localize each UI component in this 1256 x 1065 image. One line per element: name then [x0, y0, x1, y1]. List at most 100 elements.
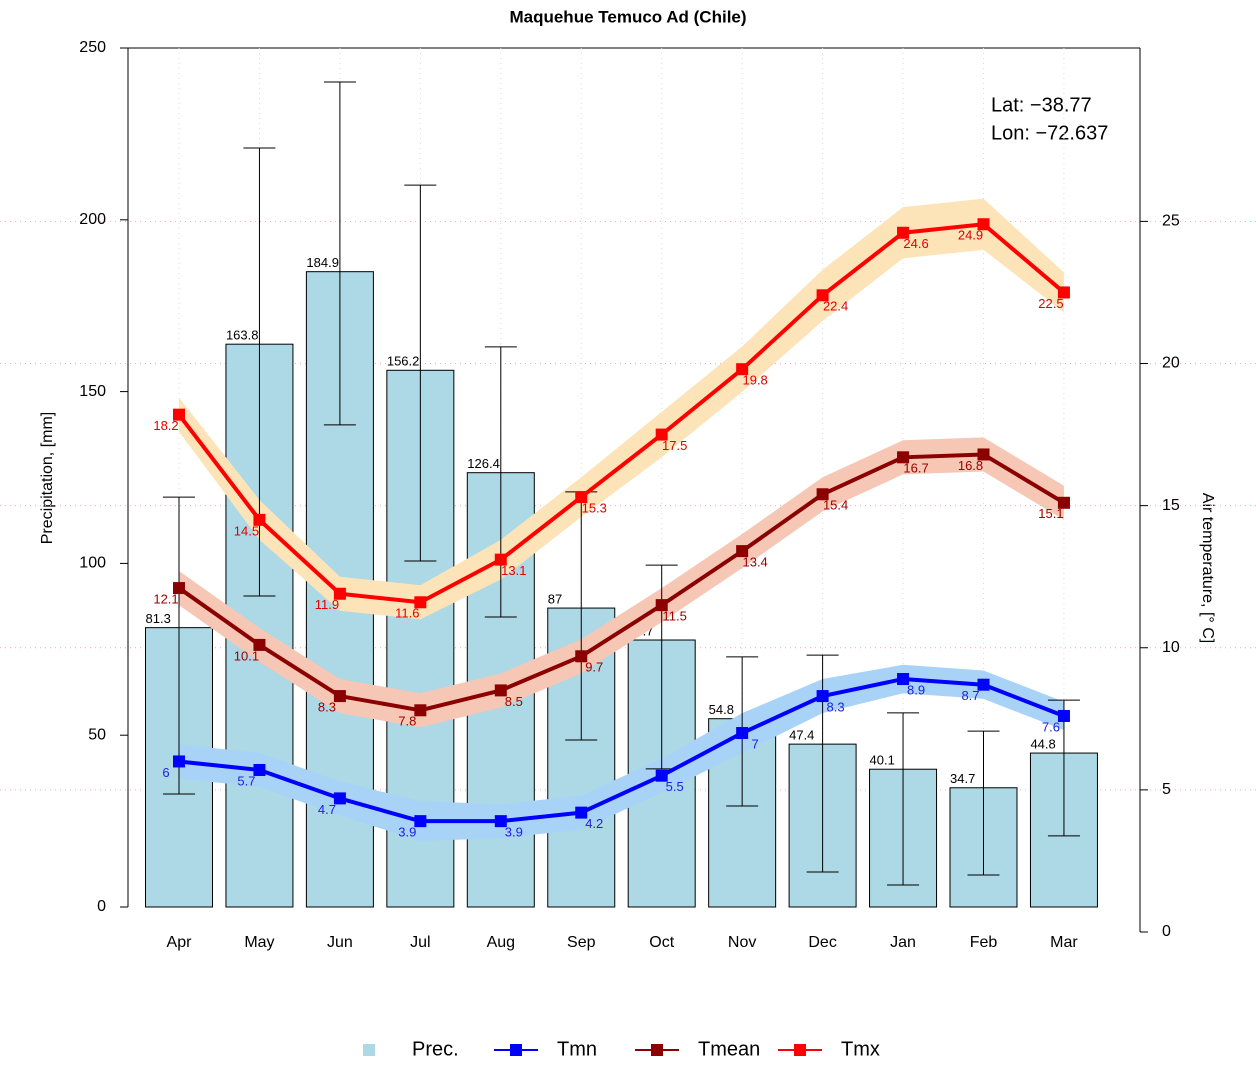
legend-marker	[651, 1044, 663, 1056]
data-label: 8.9	[907, 682, 925, 697]
marker	[655, 769, 668, 782]
x-tick-label: Aug	[487, 934, 515, 951]
marker	[494, 553, 507, 566]
bar-value-label: 47.4	[789, 728, 814, 743]
data-label: 8.5	[505, 694, 523, 709]
marker	[494, 684, 507, 697]
x-tick-label: Apr	[167, 934, 193, 951]
data-label: 22.4	[823, 299, 848, 314]
bar-value-label: 40.1	[870, 753, 895, 768]
data-label: 5.5	[666, 779, 684, 794]
marker	[333, 690, 346, 703]
x-tick-label: Sep	[567, 934, 596, 951]
y-tick-label: 150	[79, 383, 106, 400]
x-tick-label: Oct	[649, 934, 674, 951]
annotation: Lon: −72.637	[991, 122, 1108, 144]
marker	[333, 792, 346, 805]
marker	[414, 704, 427, 717]
marker	[816, 488, 829, 501]
y-tick-label: 100	[79, 555, 106, 572]
data-label: 15.1	[1038, 506, 1063, 521]
marker	[736, 363, 749, 376]
marker	[253, 513, 266, 526]
data-label: 13.4	[742, 555, 767, 570]
data-label: 7.6	[1042, 719, 1060, 734]
x-tick-label: May	[244, 934, 274, 951]
marker	[736, 545, 749, 558]
marker	[575, 650, 588, 663]
line	[177, 452, 1065, 713]
legend-label: Tmean	[698, 1038, 760, 1060]
data-label: 8.3	[318, 700, 336, 715]
band	[179, 198, 1064, 620]
data-label: 3.9	[398, 825, 416, 840]
marker	[977, 218, 990, 231]
y2-tick-label: 0	[1162, 923, 1171, 940]
y2-tick-label: 5	[1162, 781, 1171, 798]
x-tick-label: Nov	[728, 934, 756, 951]
legend-label: Tmx	[841, 1038, 880, 1060]
marker	[494, 815, 507, 828]
bar-value-label: 163.8	[226, 328, 259, 343]
data-label: 15.4	[823, 498, 848, 513]
data-label: 13.1	[501, 563, 526, 578]
annotation: Lat: −38.77	[991, 94, 1092, 116]
data-label: 11.6	[395, 606, 419, 621]
chart-title: Maquehue Temuco Ad (Chile)	[509, 7, 746, 26]
data-label: 16.7	[903, 461, 928, 476]
marker	[897, 451, 910, 464]
marker	[575, 491, 588, 504]
bar-value-label: 126.4	[467, 456, 500, 471]
data-label: 5.7	[237, 773, 255, 788]
y2-tick-label: 10	[1162, 639, 1180, 656]
line	[177, 222, 1066, 605]
y2-tick-label: 20	[1162, 355, 1180, 372]
bar-value-label: 34.7	[950, 771, 975, 786]
data-label: 24.9	[958, 228, 983, 243]
marker	[897, 226, 910, 239]
y-tick-label: 250	[79, 39, 106, 56]
data-label: 15.3	[582, 501, 607, 516]
marker	[173, 755, 185, 768]
legend-marker	[510, 1044, 522, 1056]
data-label: 6	[162, 765, 169, 780]
data-label: 19.8	[742, 373, 767, 388]
data-label: 16.8	[958, 458, 983, 473]
data-label: 8.3	[827, 700, 845, 715]
data-label: 17.5	[662, 438, 687, 453]
y2-tick-label: 15	[1162, 497, 1180, 514]
data-label: 11.9	[315, 597, 339, 612]
x-tick-label: Mar	[1050, 934, 1078, 951]
marker	[253, 638, 266, 651]
y2-axis-label: Air temperature, [° C]	[1199, 493, 1216, 643]
marker	[816, 690, 829, 703]
marker	[173, 582, 185, 595]
y2-tick-label: 25	[1162, 213, 1180, 230]
x-tick-label: Feb	[970, 934, 998, 951]
band	[179, 664, 1064, 842]
data-label: 8.7	[961, 688, 979, 703]
x-tick-label: Jul	[410, 934, 430, 951]
data-label: 7.8	[398, 714, 416, 729]
marker	[1057, 286, 1070, 299]
marker	[414, 596, 427, 609]
marker	[977, 448, 990, 461]
marker	[575, 806, 588, 819]
bar-value-label: 184.9	[306, 255, 339, 270]
marker	[897, 673, 910, 686]
y-axis-label: Precipitation, [mm]	[39, 412, 56, 544]
marker	[977, 678, 990, 691]
y-tick-label: 0	[97, 898, 106, 915]
legend-swatch	[363, 1044, 375, 1056]
line	[178, 677, 1065, 824]
bar-value-label: 156.2	[387, 354, 420, 369]
data-label: 12.1	[153, 592, 178, 607]
marker	[1057, 496, 1070, 509]
data-label: 4.2	[585, 816, 603, 831]
marker	[655, 599, 668, 612]
data-label: 11.5	[663, 609, 687, 624]
bar-value-label: 81.3	[146, 611, 171, 626]
data-label: 14.5	[234, 523, 259, 538]
marker	[736, 727, 749, 740]
